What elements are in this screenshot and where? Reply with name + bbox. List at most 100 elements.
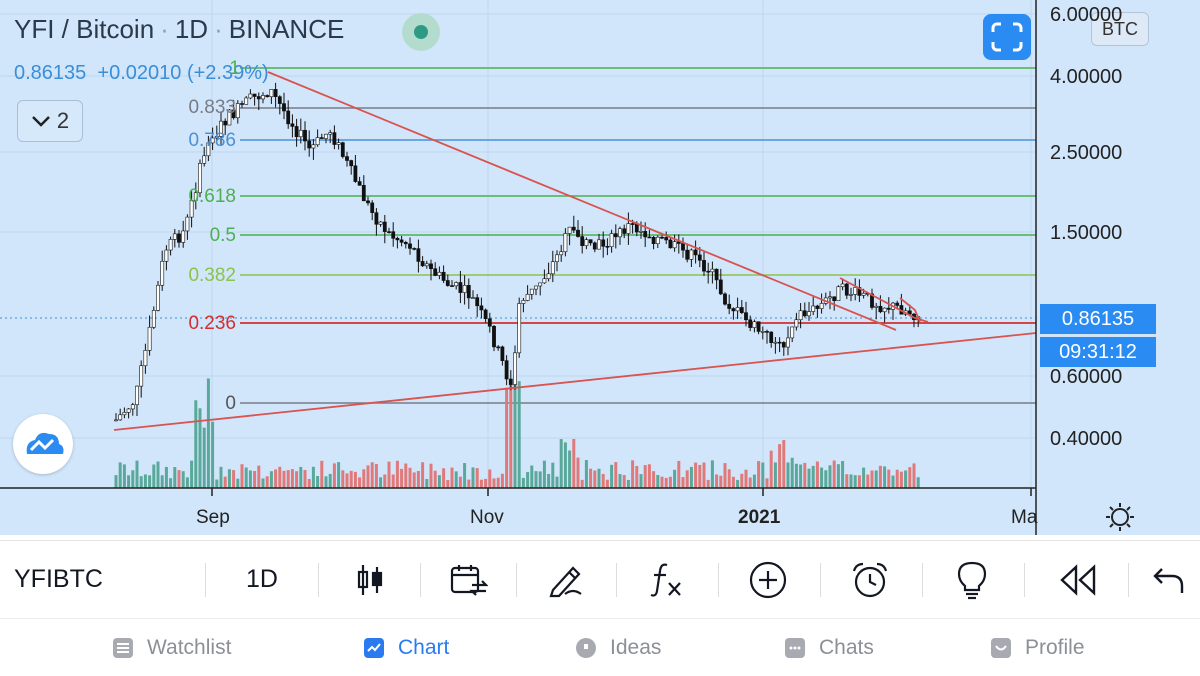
volume-bar — [496, 477, 500, 488]
volume-bar — [458, 476, 462, 488]
gear-icon — [1106, 503, 1134, 531]
tab-label: Profile — [1025, 635, 1085, 659]
chart-settings-button[interactable] — [1103, 500, 1137, 534]
volume-bar — [475, 468, 479, 488]
indicator-collapse-button[interactable]: 2 — [17, 100, 83, 142]
tradingview-logo-button[interactable] — [13, 414, 73, 474]
candle-body — [492, 325, 496, 348]
volume-bar — [177, 470, 181, 488]
volume-bar — [681, 477, 685, 488]
chart-type-button[interactable] — [330, 541, 410, 618]
candle-body — [269, 89, 274, 98]
candle-body — [265, 95, 270, 98]
volume-bar — [206, 378, 210, 488]
fib-level-label: 0.786 — [188, 130, 236, 151]
candle-body — [718, 279, 723, 295]
candle-body — [450, 285, 454, 287]
date-range-button[interactable] — [430, 541, 508, 618]
candle-body — [681, 243, 685, 251]
candle-body — [378, 221, 383, 225]
candle-body — [706, 270, 711, 273]
candle-body — [727, 303, 732, 309]
volume-bar — [236, 478, 240, 488]
tab-profile[interactable]: Profile — [991, 619, 1085, 676]
indicators-button[interactable] — [628, 541, 704, 618]
volume-bar — [471, 467, 475, 488]
volume-bar — [307, 478, 311, 488]
candle-body — [366, 200, 370, 204]
candle-body — [802, 310, 807, 317]
candle-body — [693, 249, 698, 256]
currency-badge[interactable]: BTC — [1091, 12, 1149, 46]
ideas-button[interactable] — [934, 541, 1010, 618]
chat-icon — [785, 637, 805, 658]
volume-bar — [731, 476, 735, 488]
volume-bar — [559, 439, 563, 488]
symbol-title: YFI / Bitcoin — [14, 14, 155, 44]
volume-bar — [832, 460, 836, 488]
candle-body — [315, 137, 320, 146]
volume-bar — [337, 462, 341, 488]
candle-body — [748, 319, 753, 328]
volume-bar — [572, 438, 576, 488]
volume-bar — [454, 471, 458, 488]
price-readout: 0.86135 +0.02010 (+2.39%) — [14, 62, 269, 85]
volume-bar — [622, 475, 626, 488]
volume-bar — [563, 442, 567, 488]
candle-body — [651, 237, 656, 244]
candle-body — [126, 408, 131, 413]
symbol-selector[interactable]: YFIBTC — [14, 565, 103, 593]
candle-body — [445, 280, 450, 286]
volume-bar — [799, 464, 803, 488]
alerts-button[interactable] — [832, 541, 908, 618]
candle-body — [496, 346, 501, 349]
tab-ideas[interactable]: Ideas — [576, 619, 661, 676]
add-button[interactable] — [730, 541, 806, 618]
chart-area[interactable]: YFI / Bitcoin · 1D · BINANCE 0.86135 +0.0201… — [0, 0, 1200, 535]
tab-chart[interactable]: Chart — [364, 619, 449, 676]
candle-body — [618, 228, 622, 238]
interval-selector[interactable]: 1D — [246, 565, 278, 593]
candle-body — [399, 239, 404, 243]
candle-body — [609, 233, 614, 247]
volume-bar — [328, 473, 332, 488]
volume-bar — [324, 476, 328, 488]
volume-bar — [261, 478, 265, 488]
volume-bar — [807, 468, 811, 488]
tab-chats[interactable]: Chats — [785, 619, 874, 676]
tab-watchlist[interactable]: Watchlist — [113, 619, 231, 676]
volume-bar — [782, 440, 786, 488]
candle-body — [382, 221, 387, 232]
candle-body — [874, 305, 879, 308]
candle-body — [261, 95, 265, 100]
candle-body — [525, 293, 530, 301]
tab-label: Chart — [398, 635, 450, 659]
volume-bar — [895, 469, 899, 488]
candle-body — [672, 241, 677, 249]
volume-bar — [118, 462, 122, 488]
volume-bar — [160, 475, 164, 488]
candle-body — [710, 268, 715, 273]
volume-bar — [164, 466, 168, 488]
plus-circle-icon — [749, 561, 787, 598]
drawing-tools-button[interactable] — [528, 541, 604, 618]
price-chart[interactable] — [0, 0, 1200, 535]
volume-bar — [492, 478, 496, 488]
candle-body — [181, 230, 186, 243]
candle-body — [601, 239, 606, 247]
volume-bar — [870, 470, 874, 488]
candle-body — [231, 109, 236, 119]
fullscreen-button[interactable] — [983, 14, 1031, 60]
current-price-tag: 0.86135 — [1040, 304, 1156, 334]
volume-bar — [320, 460, 324, 488]
candle-body — [534, 285, 538, 290]
undo-button[interactable] — [1140, 541, 1196, 618]
price-axis-tick: 0.60000 — [1050, 366, 1123, 388]
replay-button[interactable] — [1036, 541, 1120, 618]
volume-bar — [874, 470, 878, 488]
candle-body — [828, 296, 832, 299]
candle-body — [156, 284, 160, 311]
volume-bar — [719, 475, 723, 488]
volume-bar — [723, 463, 727, 488]
volume-bar — [408, 467, 412, 488]
